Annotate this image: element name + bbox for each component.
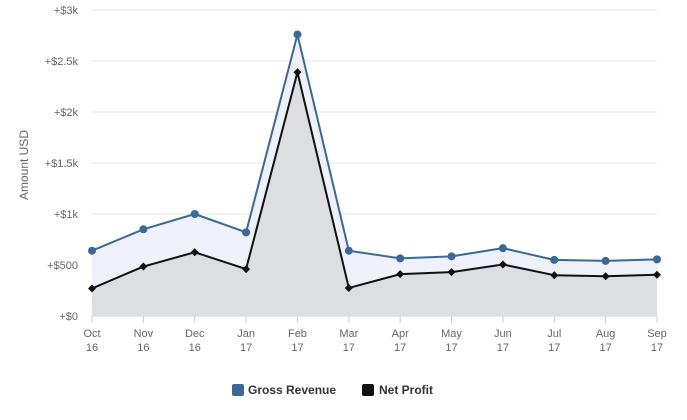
x-axis-tick-labels: Oct 16 Nov 16 Dec 16 Jan 17 Feb 17 Mar 17 Apr 17 May 17… [83,328,666,354]
data-point[interactable] [601,272,610,281]
series-lines [91,33,658,290]
x-tick-label: May 17 [441,328,462,354]
y-tick-label: +$2.5k [45,56,79,68]
data-point[interactable] [550,255,559,264]
data-point[interactable] [550,271,559,280]
x-tick-label: Nov 16 [134,328,154,354]
data-point[interactable] [293,68,302,77]
data-point[interactable] [139,225,148,234]
legend-label: Gross Revenue [248,383,336,397]
legend-swatch [362,384,374,396]
y-axis-tick-labels: +$0 +$500 +$1k +$1.5k +$2k +$2.5k +$3k [45,5,79,323]
x-tick-label: Jun 17 [494,328,512,354]
series-area-1 [92,34,657,316]
data-point[interactable] [190,210,199,218]
legend-item-2[interactable]: Net Profit [362,383,433,397]
data-point[interactable] [653,255,661,264]
series-line-2 [91,71,658,290]
legend: Gross Revenue Net Profit [232,383,433,397]
y-tick-label: +$2k [54,107,79,119]
data-point[interactable] [447,268,456,277]
data-point[interactable] [242,228,251,237]
data-point[interactable] [396,270,405,279]
x-tick-label: Oct 16 [83,328,100,354]
data-point[interactable] [88,284,96,293]
data-point[interactable] [447,252,456,261]
x-tick-label: Jul 17 [547,328,561,354]
y-tick-label: +$3k [54,5,79,17]
y-axis-title: Amount USD [17,130,31,200]
x-tick-label: Sep 17 [647,328,667,354]
series-line-1 [91,33,658,262]
data-point[interactable] [190,248,199,257]
data-point[interactable] [498,244,507,253]
x-tick-label: Dec 16 [185,328,205,354]
x-tick-label: Feb 17 [288,328,307,354]
series-areas [92,34,657,316]
series-area-2 [92,72,657,316]
legend-label: Net Profit [379,383,433,397]
y-tick-label: +$1.5k [45,158,79,170]
data-point[interactable] [242,265,251,274]
y-tick-label: +$0 [59,311,78,323]
legend-item-1[interactable]: Gross Revenue [232,383,336,397]
y-tick-label: +$500 [47,260,78,272]
data-point[interactable] [344,283,353,292]
data-point[interactable] [88,246,96,255]
x-tick-label: Aug 17 [596,328,616,354]
x-tick-label: Mar 17 [339,328,358,354]
x-tick-label: Apr 17 [392,328,409,354]
data-point[interactable] [293,30,302,39]
legend-swatch [232,384,244,396]
series-markers [88,30,661,293]
data-point[interactable] [498,260,507,269]
data-point[interactable] [344,246,353,255]
x-axis [91,316,658,323]
data-point[interactable] [139,262,148,271]
y-tick-label: +$1k [54,209,79,221]
data-point[interactable] [601,256,610,265]
data-point[interactable] [653,270,661,279]
data-point[interactable] [396,254,405,263]
x-tick-label: Jan 17 [237,328,255,354]
